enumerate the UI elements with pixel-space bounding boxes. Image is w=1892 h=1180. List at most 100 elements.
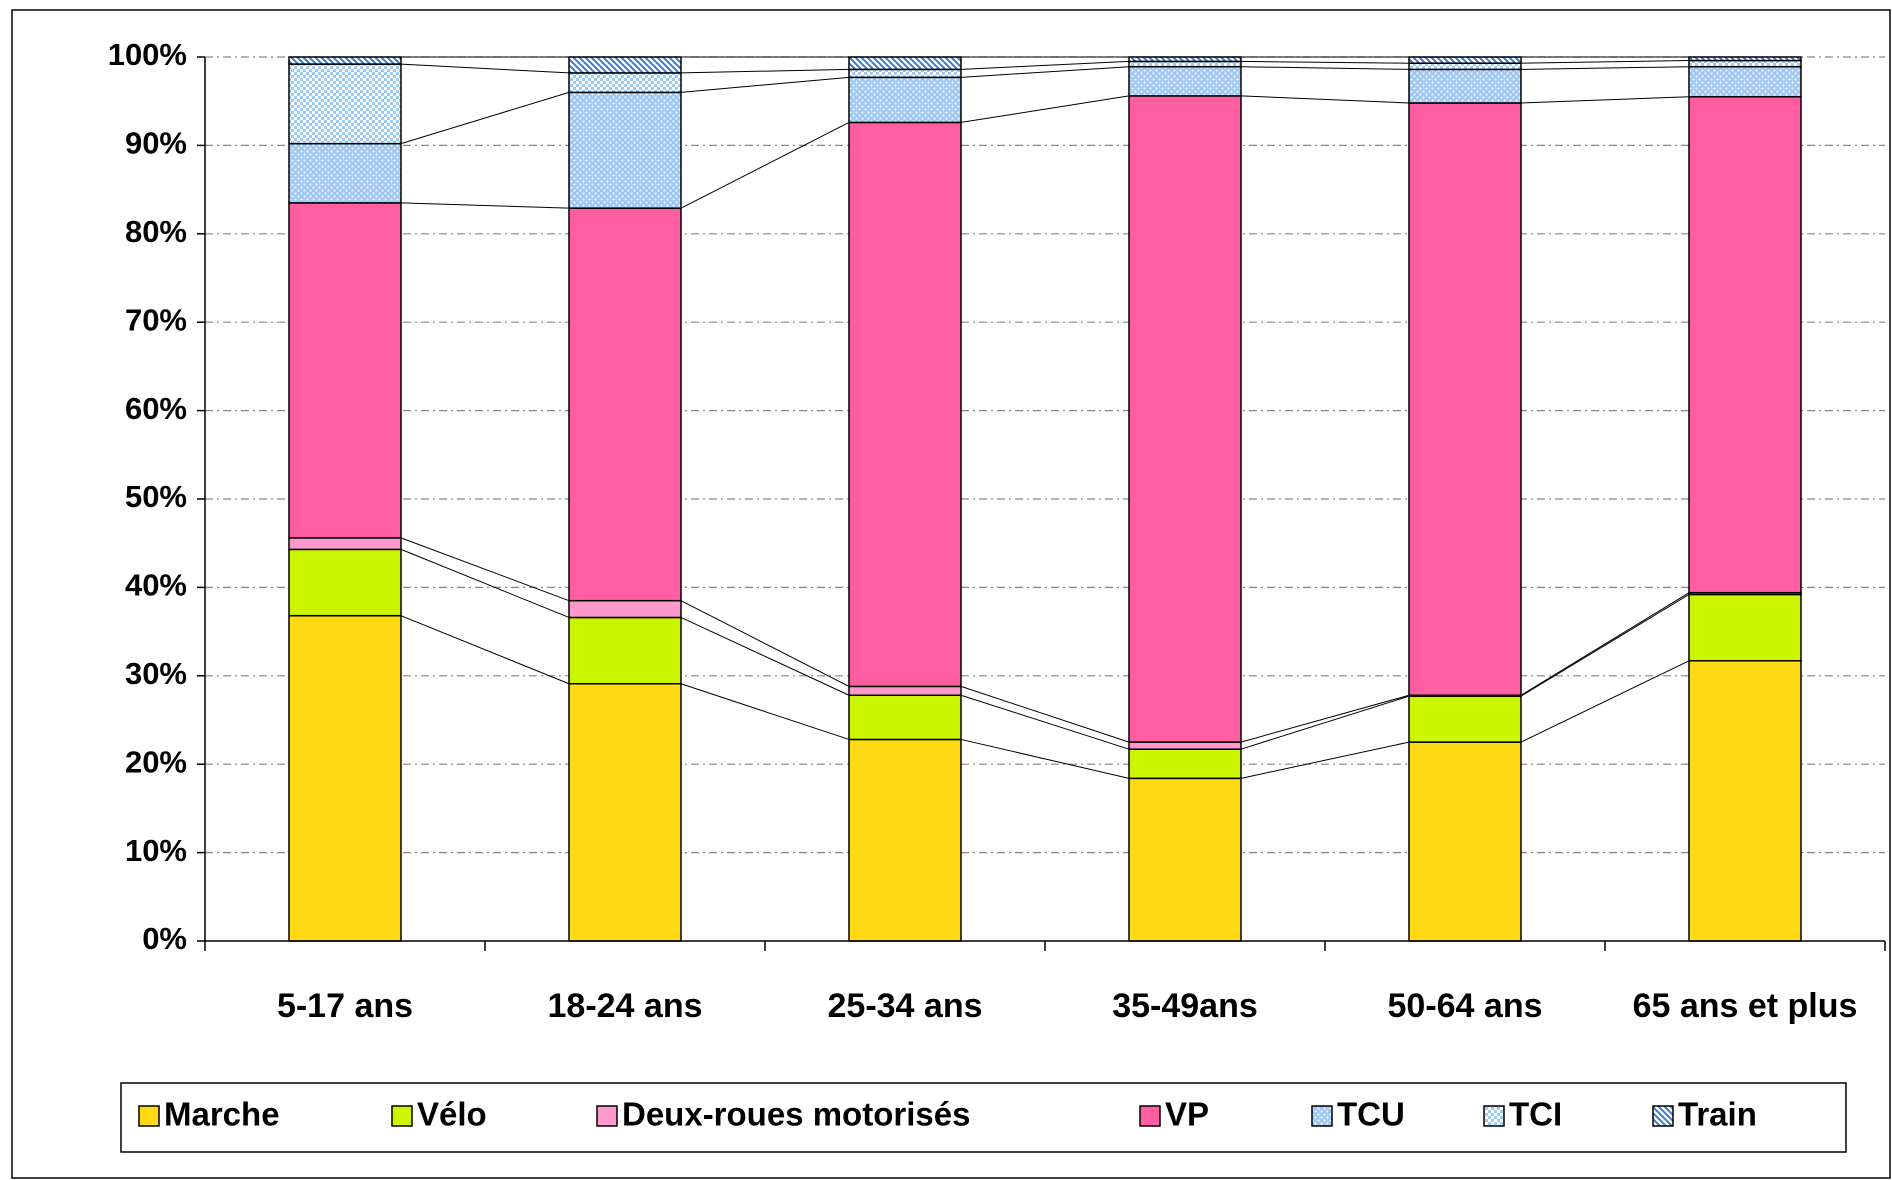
bar-segment (288, 537, 402, 551)
bar-segment (568, 56, 682, 74)
legend-label: Marche (164, 1096, 280, 1133)
legend-label: Vélo (417, 1096, 487, 1133)
bar-segment (288, 56, 402, 65)
bar-segment (568, 683, 682, 942)
series-line (1240, 95, 1410, 104)
series-line (680, 683, 850, 740)
bar-segment (1128, 60, 1242, 68)
x-tick-label: 5-17 ans (276, 987, 414, 1025)
bar-segment (848, 76, 962, 124)
legend-swatch (138, 1105, 160, 1127)
bar-segment (1408, 68, 1522, 104)
series-line (400, 548, 570, 618)
bar-segment (848, 685, 962, 696)
series-line (960, 66, 1130, 78)
x-tick-label: 35-49ans (1112, 987, 1258, 1025)
bar-segment (1128, 65, 1242, 97)
y-tick-label: 30% (125, 656, 187, 691)
series-line (1240, 741, 1410, 779)
series-line (680, 68, 850, 74)
bar-segment (1408, 695, 1522, 743)
bar-segment (848, 738, 962, 942)
series-line (1520, 592, 1690, 696)
series-line (960, 738, 1130, 779)
legend-label: Deux-roues motorisés (622, 1096, 970, 1133)
bar-segment (1688, 59, 1802, 68)
bar-segment (568, 616, 682, 685)
bar-segment (288, 548, 402, 617)
legend-swatch (1483, 1105, 1505, 1127)
legend-label: Train (1678, 1096, 1757, 1133)
legend-swatch (1139, 1105, 1161, 1127)
y-tick-label: 20% (125, 744, 187, 779)
series-line (960, 60, 1130, 70)
x-tick-label: 25-34 ans (827, 987, 983, 1025)
bar-segment (1408, 62, 1522, 71)
chart-frame (11, 9, 1891, 1179)
bar-segment (1688, 56, 1802, 62)
bar-segment (288, 142, 402, 204)
bar-segment (1128, 748, 1242, 780)
series-line (960, 95, 1130, 123)
bar-segment (1688, 660, 1802, 942)
series-line (960, 685, 1130, 743)
y-tick-label: 70% (125, 302, 187, 337)
series-line (1520, 96, 1690, 104)
bar-segment (1688, 65, 1802, 98)
x-tick-label: 50-64 ans (1387, 987, 1543, 1025)
series-line (1240, 694, 1410, 743)
y-tick-label: 80% (125, 214, 187, 249)
y-tick-label: 50% (125, 479, 187, 514)
legend-label: VP (1165, 1096, 1209, 1133)
series-line (1240, 60, 1410, 64)
bar-segment (1128, 95, 1242, 743)
bar-segment (1408, 56, 1522, 64)
legend-swatch (596, 1105, 618, 1127)
series-line (1520, 594, 1690, 697)
bar-segment (568, 599, 682, 619)
legend-label: TCU (1337, 1096, 1405, 1133)
series-line (680, 121, 850, 209)
y-tick-label: 60% (125, 391, 187, 426)
legend-swatch (391, 1105, 413, 1127)
legend-label: TCI (1509, 1096, 1562, 1133)
legend: Marche Vélo Deux-roues motorisés VP TCU TCI Tr… (120, 1082, 1847, 1153)
series-line (680, 76, 850, 93)
y-tick-label: 90% (125, 126, 187, 161)
bar-segment (288, 202, 402, 539)
bar-segment (848, 68, 962, 79)
bar-segment (568, 72, 682, 94)
series-line (960, 694, 1130, 750)
series-line (400, 63, 570, 74)
bar-segment (1408, 741, 1522, 942)
bar-segment (1128, 741, 1242, 750)
series-line (680, 617, 850, 696)
bar-segment (1408, 102, 1522, 696)
bar-segment (568, 91, 682, 209)
bar-segment (1128, 777, 1242, 942)
bar-segment (1688, 593, 1802, 662)
bar-segment (568, 207, 682, 602)
bar-segment (848, 56, 962, 71)
bar-segment (848, 694, 962, 741)
series-line (1240, 66, 1410, 70)
series-line (680, 600, 850, 687)
series-line (400, 202, 570, 209)
y-tick-label: 100% (108, 37, 187, 72)
x-tick-label: 65 ans et plus (1632, 987, 1858, 1025)
series-line (400, 615, 570, 685)
legend-swatch (1652, 1105, 1674, 1127)
series-line (400, 537, 570, 602)
bar-segment (1128, 56, 1242, 63)
bar-segment (288, 63, 402, 145)
series-line (1520, 66, 1690, 70)
legend-box (120, 1082, 1847, 1153)
legend-swatch (1311, 1105, 1333, 1127)
y-tick-label: 0% (142, 921, 187, 956)
series-line (1520, 60, 1690, 64)
y-tick-label: 40% (125, 568, 187, 603)
y-tick-label: 10% (125, 833, 187, 868)
bar-segment (1688, 96, 1802, 594)
